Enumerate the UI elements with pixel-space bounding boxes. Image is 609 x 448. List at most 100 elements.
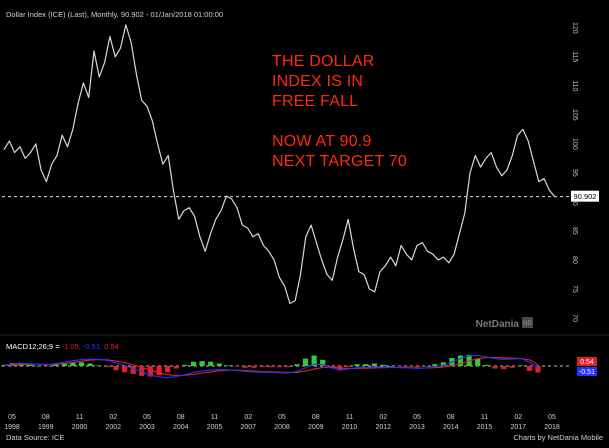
macd-histogram-bar	[190, 361, 197, 366]
macd-histogram-bar	[414, 366, 420, 368]
macd-histogram-bar	[156, 366, 162, 376]
macd-histogram-bar	[277, 366, 283, 368]
y-tick-label: 105	[571, 109, 578, 121]
macd-histogram-bar	[501, 366, 507, 370]
macd-histogram-bar	[234, 366, 240, 367]
macd-histogram-bar	[199, 361, 205, 366]
x-tick-month: 11	[346, 414, 353, 421]
x-tick-month: 11	[481, 414, 488, 421]
macd-histogram-bar	[320, 359, 326, 366]
annotation-line-5: NOW AT 90.9	[272, 133, 372, 150]
x-tick-year: 2002	[105, 424, 121, 431]
macd-histogram-bar	[259, 366, 265, 368]
x-tick-month: 02	[109, 414, 117, 421]
x-tick-month: 02	[379, 414, 387, 421]
macd-histogram-bar	[535, 366, 541, 373]
macd-signal-badge-value: 0.54	[580, 359, 594, 366]
macd-legend: MACD12;26;9 = -1.05; -0.51; 0.54	[6, 342, 119, 351]
x-tick-year: 2017	[510, 424, 526, 431]
macd-histogram-bar	[475, 358, 481, 366]
macd-signal-badge: 0.54	[577, 357, 597, 366]
y-tick-label: 85	[571, 227, 578, 235]
macd-histogram-bar	[423, 366, 429, 367]
macd-histogram-bar	[216, 363, 222, 366]
x-tick-month: 05	[548, 414, 556, 421]
x-tick-month: 05	[143, 414, 151, 421]
macd-histogram-bar	[440, 362, 446, 366]
annotation-line-1: THE DOLLAR	[272, 53, 375, 70]
macd-histogram-bar	[113, 366, 119, 371]
macd-panel: MACD12;26;9 = -1.05; -0.51; 0.54 0.54 -0…	[1, 342, 597, 379]
macd-histogram-bar	[457, 355, 464, 366]
x-tick-month: 11	[76, 414, 83, 421]
x-tick-month: 05	[278, 414, 286, 421]
x-tick-month: 05	[8, 414, 16, 421]
macd-histogram-bar	[518, 365, 524, 366]
macd-histogram-bar	[208, 361, 214, 366]
y-tick-label: 115	[571, 51, 578, 62]
macd-histogram-bar	[526, 366, 532, 371]
macd-legend-part: MACD12;26;9 =	[6, 342, 60, 351]
macd-histogram-bar	[165, 366, 171, 373]
last-price-badge-box	[571, 190, 599, 202]
macd-histogram-bar	[509, 366, 515, 368]
macd-histogram-bar	[397, 366, 403, 367]
y-tick-label: 90	[571, 198, 578, 206]
macd-histogram-bar	[225, 365, 231, 366]
x-tick-year: 2014	[443, 424, 459, 431]
macd-histogram-bar	[268, 366, 274, 368]
x-tick-month: 08	[312, 414, 320, 421]
macd-histogram-bar	[182, 364, 188, 366]
x-tick-year: 2010	[342, 424, 358, 431]
chart-credit-text: Charts by NetDania Mobile	[513, 433, 603, 442]
x-tick-year: 2018	[544, 424, 560, 431]
y-tick-label: 70	[571, 314, 578, 322]
macd-histogram-bar	[130, 366, 136, 374]
macd-histogram-bar	[406, 366, 412, 367]
macd-legend-part: -0.51;	[81, 342, 102, 351]
price-panel: 70 75 80 85 90 95 100 105 110 115 120 90.902 NetDa…	[2, 22, 599, 330]
x-tick-month: 08	[177, 414, 185, 421]
macd-histogram-bar	[389, 366, 395, 367]
macd-value-badge: -0.51	[577, 367, 597, 376]
macd-histogram-bar	[483, 364, 489, 366]
svg-text:ND: ND	[523, 321, 532, 327]
macd-histogram-bar	[104, 366, 110, 368]
y-tick-label: 80	[571, 256, 578, 264]
macd-histogram-bar	[363, 364, 369, 366]
y-tick-label: 75	[571, 285, 578, 293]
macd-histogram-bar	[432, 364, 438, 366]
macd-histogram-bar	[354, 364, 360, 366]
macd-line	[3, 354, 539, 379]
x-axis-ticks: 05 1998 08 1999 11 2000 02 2002 05 2003 08 2004 11 20…	[4, 414, 560, 431]
chart-title: Dollar Index (ICE) (Last), Monthly, 90.9…	[6, 10, 223, 19]
macd-histogram-bar	[27, 364, 33, 366]
macd-value-badge-value: -0.51	[579, 369, 595, 376]
last-price-badge: 90.902	[571, 190, 599, 202]
y-tick-label: 120	[571, 22, 578, 34]
y-axis-ticks: 70 75 80 85 90 95 100 105 110 115 120	[571, 22, 578, 322]
macd-histogram-bar	[61, 362, 67, 366]
macd-histogram-bar	[371, 363, 377, 366]
price-series-line	[3, 24, 556, 305]
macd-histogram-bar	[311, 355, 317, 366]
macd-histogram-bar	[302, 358, 309, 366]
macd-histogram-bar	[78, 362, 85, 366]
macd-histogram-bar	[35, 366, 42, 367]
macd-histogram-bar	[53, 364, 59, 366]
macd-histogram-bar	[96, 365, 102, 366]
x-tick-year: 2009	[308, 424, 324, 431]
macd-histogram-bar	[122, 366, 128, 373]
y-tick-label: 110	[571, 80, 578, 91]
macd-histogram-bar	[44, 366, 50, 367]
x-tick-month: 02	[244, 414, 252, 421]
x-tick-year: 2012	[375, 424, 391, 431]
macd-histogram-bar	[251, 366, 257, 368]
x-tick-month: 11	[211, 414, 218, 421]
macd-histogram-bar	[380, 364, 386, 366]
x-tick-year: 2013	[409, 424, 425, 431]
x-tick-month: 05	[413, 414, 421, 421]
x-tick-year: 2003	[139, 424, 155, 431]
macd-histogram-bar	[173, 366, 179, 369]
